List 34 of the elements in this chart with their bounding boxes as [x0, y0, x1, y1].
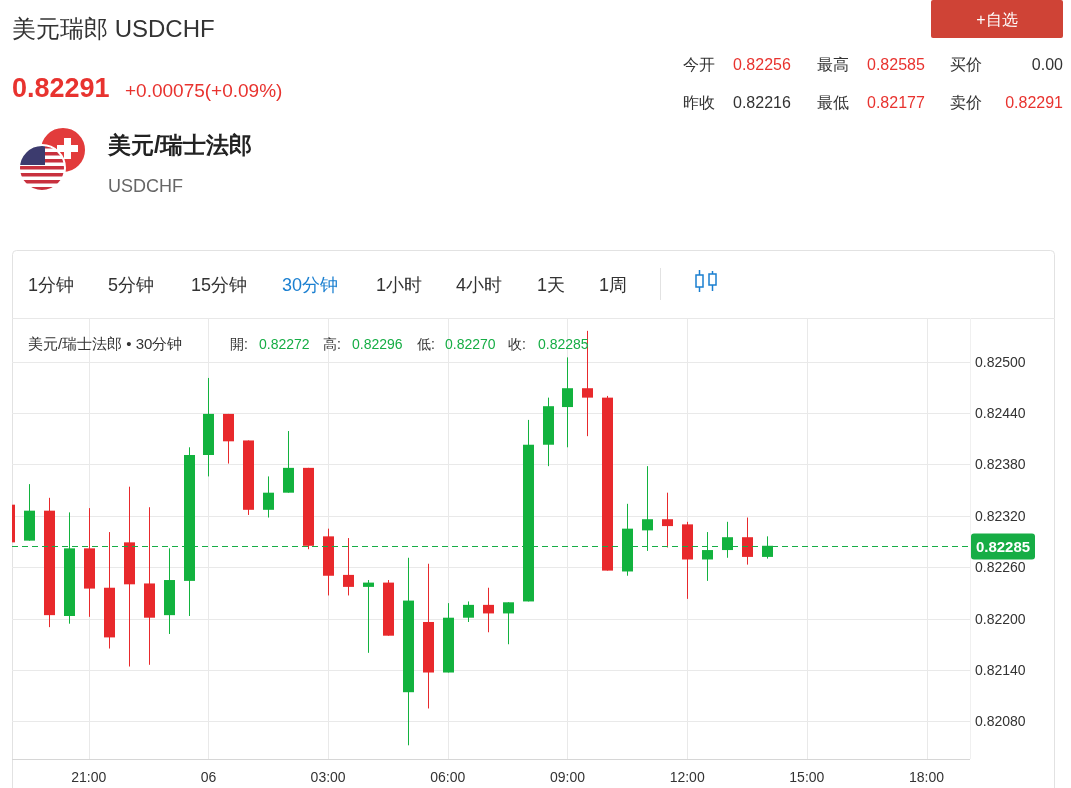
annotation: 最高 [817, 56, 849, 73]
annotation: 0.82291 [12, 73, 110, 103]
annotation: 0.82272 [259, 336, 310, 352]
annotation: 卖价 [950, 94, 982, 111]
annotation: 0.82270 [445, 336, 496, 352]
annotation: 1小时 [376, 275, 422, 295]
annotation: 高: [323, 336, 341, 352]
annotation: +0.00075(+0.09%) [125, 80, 283, 101]
annotation: 收: [508, 336, 526, 352]
annotation: 30分钟 [282, 275, 339, 295]
annotation: +自选 [976, 11, 1018, 28]
title: 美元瑞郎 USDCHF [12, 15, 215, 42]
annotation: 买价 [950, 56, 982, 73]
annotation: 0.82291 [1005, 94, 1063, 111]
annotation: 1分钟 [28, 275, 74, 295]
annotation: 低: [417, 336, 435, 352]
annotation: 0.00 [1031, 56, 1063, 73]
annotation: 今开 [683, 56, 715, 73]
annotation: 美元/瑞士法郎 • 30分钟 [28, 335, 183, 352]
annotation: 0.82256 [733, 56, 791, 73]
annotation: 0.82216 [733, 94, 791, 111]
annotation: 15分钟 [191, 275, 248, 295]
annotation: 0.82585 [867, 56, 925, 73]
annotation: 5分钟 [108, 275, 154, 295]
annotation: 最低 [817, 94, 849, 111]
annotation: USDCHF [108, 176, 183, 196]
annotation: 開: [230, 336, 248, 352]
annotation: 0.82296 [352, 336, 403, 352]
annotation: 美元/瑞士法郎 [108, 132, 253, 158]
annotation: 1周 [599, 275, 627, 295]
annotation: 1天 [537, 275, 565, 295]
annotation: 昨收 [683, 94, 715, 111]
annotation: 0.82177 [867, 94, 925, 111]
annotation: 4小时 [456, 275, 502, 295]
